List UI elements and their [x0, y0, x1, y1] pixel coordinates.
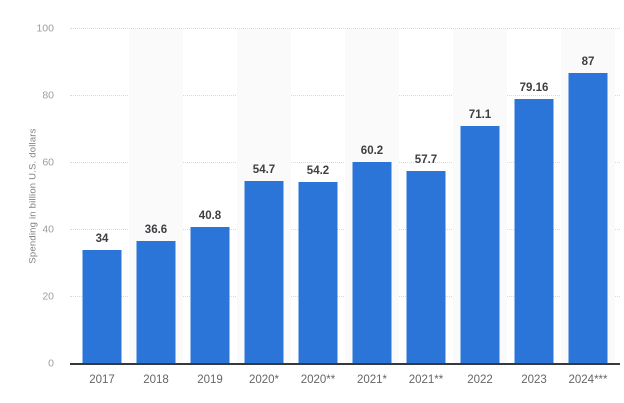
x-tick-label: 2021* — [356, 374, 388, 386]
bar-value-label: 79.16 — [519, 81, 549, 94]
bar-value-label: 60.2 — [360, 145, 384, 158]
chart-column: 54.2 2020** — [291, 29, 345, 386]
bar-2017[interactable] — [82, 250, 122, 364]
x-tick-label: 2020* — [248, 374, 280, 386]
x-tick-label: 2020** — [300, 374, 336, 386]
bar-value-label: 54.2 — [306, 165, 330, 178]
bar-value-label: 36.6 — [144, 224, 168, 237]
y-tick-labels: 0 20 40 60 80 100 — [0, 23, 62, 369]
chart-column: 87 2024*** — [561, 29, 615, 386]
chart-column: 57.7 2021** — [399, 29, 453, 386]
chart-column: 60.2 2021* — [345, 29, 399, 386]
chart-column: 40.8 2019 — [183, 29, 237, 386]
bar-value-label: 54.7 — [252, 163, 276, 176]
x-tick-label: 2018 — [143, 374, 169, 386]
y-tick-label: 40 — [42, 223, 54, 236]
bar-value-label: 40.8 — [198, 210, 222, 223]
bar-2021[interactable] — [406, 170, 446, 364]
x-tick-label: 2024*** — [568, 374, 608, 386]
y-tick-label: 60 — [42, 156, 54, 169]
bar-2018[interactable] — [136, 241, 176, 364]
chart-column: 79.16 2023 — [507, 29, 561, 386]
bar-value-label: 34 — [95, 233, 109, 246]
x-tick-label: 2017 — [89, 374, 115, 386]
bar-2019[interactable] — [190, 227, 230, 364]
chart-column: 54.7 2020* — [237, 29, 291, 386]
x-axis-line — [70, 363, 620, 365]
bar-2024[interactable] — [568, 72, 608, 364]
bar-2020[interactable] — [298, 182, 338, 364]
bar-2020[interactable] — [244, 180, 284, 364]
chart-column: 34 2017 — [75, 29, 129, 386]
x-tick-label: 2022 — [467, 374, 493, 386]
y-tick-label: 0 — [48, 357, 54, 370]
chart-column: 71.1 2022 — [453, 29, 507, 386]
bar-value-label: 71.1 — [468, 108, 492, 121]
bar-value-label: 57.7 — [414, 153, 438, 166]
y-tick-label: 20 — [42, 290, 54, 303]
x-tick-label: 2023 — [521, 374, 547, 386]
bar-2022[interactable] — [460, 125, 500, 364]
gridline — [70, 28, 620, 29]
chart-column: 36.6 2018 — [129, 29, 183, 386]
bar-2023[interactable] — [514, 98, 554, 364]
y-tick-label: 100 — [36, 22, 54, 35]
y-tick-label: 80 — [42, 89, 54, 102]
columns: 34 2017 36.6 2018 40.8 2019 54.7 2020* 54.2 2020*… — [75, 29, 615, 386]
plot-area: 34 2017 36.6 2018 40.8 2019 54.7 2020* 54.2 2020*… — [70, 28, 620, 386]
x-tick-label: 2021** — [408, 374, 444, 386]
bar-2021[interactable] — [352, 162, 392, 364]
x-tick-label: 2019 — [197, 374, 223, 386]
bar-value-label: 87 — [581, 55, 595, 68]
